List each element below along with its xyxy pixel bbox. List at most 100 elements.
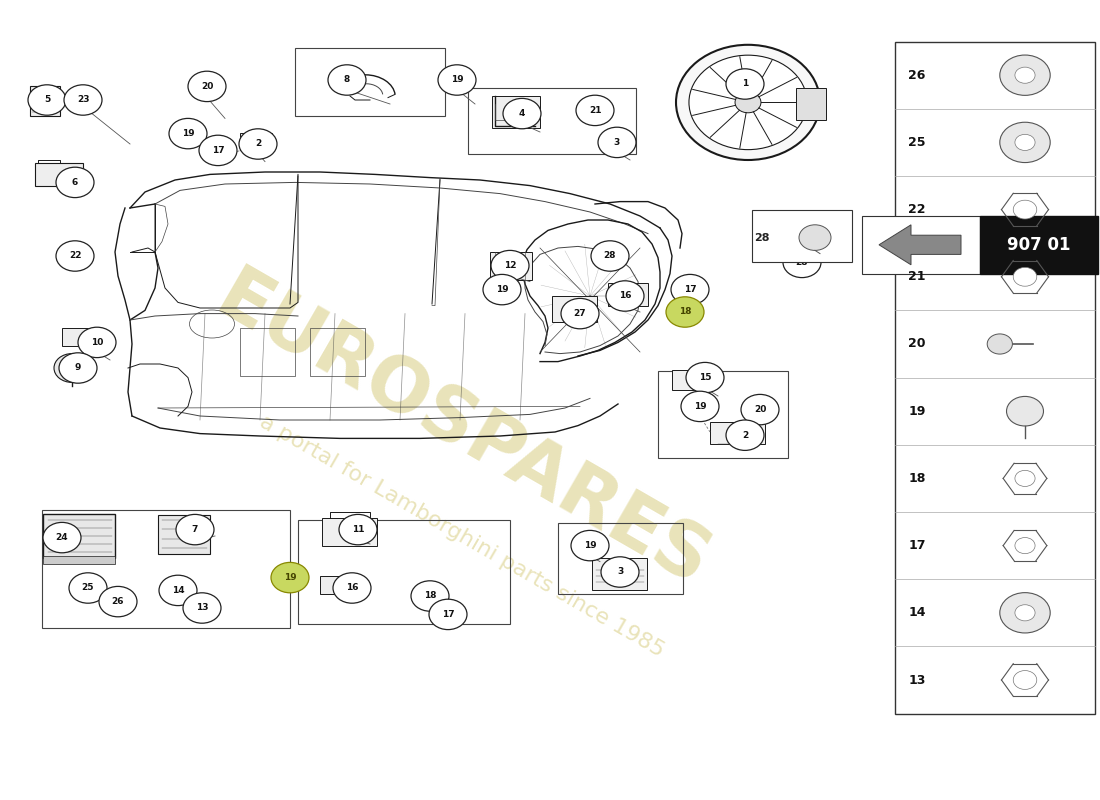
Bar: [322, 518, 377, 546]
Bar: [492, 96, 540, 128]
Bar: [240, 328, 295, 376]
Circle shape: [576, 95, 614, 126]
Text: 9: 9: [75, 363, 81, 373]
Text: 17: 17: [442, 610, 454, 619]
Text: 21: 21: [909, 270, 926, 283]
Circle shape: [169, 118, 207, 149]
Text: 16: 16: [345, 583, 359, 593]
Circle shape: [188, 71, 226, 102]
Bar: [980, 216, 1098, 274]
Text: 13: 13: [196, 603, 208, 613]
Circle shape: [686, 362, 724, 393]
Bar: [552, 296, 597, 322]
Circle shape: [1015, 605, 1035, 621]
Circle shape: [799, 225, 830, 250]
Bar: [710, 422, 764, 444]
Text: 4: 4: [519, 109, 525, 118]
Text: 19: 19: [694, 402, 706, 411]
Circle shape: [1000, 55, 1050, 95]
Text: 19: 19: [451, 75, 463, 85]
Circle shape: [561, 298, 600, 329]
Circle shape: [59, 353, 97, 383]
Text: 2: 2: [255, 139, 261, 149]
Circle shape: [1015, 134, 1035, 150]
Circle shape: [54, 354, 90, 382]
Text: 14: 14: [909, 606, 926, 619]
Text: 28: 28: [795, 258, 808, 267]
Circle shape: [28, 85, 66, 115]
Text: 18: 18: [909, 472, 926, 485]
Text: 28: 28: [604, 251, 616, 261]
Bar: [158, 515, 210, 554]
Circle shape: [69, 573, 107, 603]
Circle shape: [199, 135, 236, 166]
Text: 3: 3: [617, 567, 623, 577]
Text: 17: 17: [684, 285, 696, 294]
Text: 907 01: 907 01: [1008, 236, 1070, 254]
Circle shape: [1013, 670, 1037, 690]
Text: 22: 22: [909, 203, 926, 216]
Text: 6: 6: [72, 178, 78, 187]
Circle shape: [328, 65, 366, 95]
Text: 23: 23: [77, 95, 89, 105]
Circle shape: [1013, 200, 1037, 219]
Circle shape: [483, 274, 521, 305]
Circle shape: [438, 65, 476, 95]
Bar: [35, 163, 82, 186]
Text: 17: 17: [909, 539, 926, 552]
Bar: [752, 210, 852, 262]
Circle shape: [64, 85, 102, 115]
Circle shape: [601, 557, 639, 587]
Text: 22: 22: [68, 251, 81, 261]
Circle shape: [78, 327, 116, 358]
Text: 7: 7: [191, 525, 198, 534]
Circle shape: [598, 127, 636, 158]
Circle shape: [987, 334, 1012, 354]
Circle shape: [183, 593, 221, 623]
Text: 19: 19: [584, 541, 596, 550]
Circle shape: [681, 391, 719, 422]
Circle shape: [99, 586, 138, 617]
Circle shape: [726, 420, 764, 450]
Circle shape: [741, 394, 779, 425]
Bar: [298, 520, 510, 624]
Circle shape: [271, 562, 309, 593]
Circle shape: [606, 281, 643, 311]
Text: 24: 24: [56, 533, 68, 542]
Text: 28: 28: [755, 233, 770, 242]
Text: 20: 20: [909, 338, 926, 350]
Circle shape: [339, 514, 377, 545]
Polygon shape: [879, 225, 961, 265]
Text: 19: 19: [909, 405, 926, 418]
Bar: [895, 42, 1094, 714]
Circle shape: [333, 573, 371, 603]
Text: 19: 19: [496, 285, 508, 294]
Text: 13: 13: [909, 674, 926, 686]
Circle shape: [176, 514, 214, 545]
Text: 25: 25: [81, 583, 95, 593]
Text: 19: 19: [182, 129, 195, 138]
Text: 26: 26: [909, 69, 926, 82]
Bar: [42, 510, 290, 628]
Bar: [30, 86, 60, 116]
Text: 2: 2: [741, 430, 748, 440]
Circle shape: [666, 297, 704, 327]
Circle shape: [735, 92, 761, 113]
Circle shape: [689, 55, 807, 150]
Text: 27: 27: [574, 309, 586, 318]
Circle shape: [591, 241, 629, 271]
Bar: [310, 328, 365, 376]
Text: 16: 16: [618, 291, 631, 301]
Text: 15: 15: [698, 373, 712, 382]
Bar: [468, 88, 636, 154]
Text: 3: 3: [614, 138, 620, 147]
Circle shape: [43, 522, 81, 553]
Circle shape: [239, 129, 277, 159]
Text: EUROSPARES: EUROSPARES: [202, 262, 722, 602]
Text: 1: 1: [741, 79, 748, 89]
Text: 19: 19: [284, 573, 296, 582]
Bar: [490, 252, 532, 280]
Text: 11: 11: [352, 525, 364, 534]
Circle shape: [491, 250, 529, 281]
Circle shape: [676, 45, 820, 160]
